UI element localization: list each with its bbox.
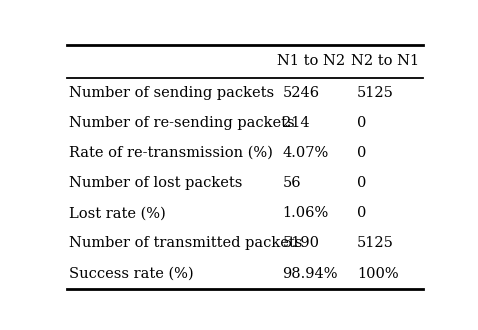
Text: 5190: 5190 bbox=[282, 236, 319, 250]
Text: 214: 214 bbox=[282, 116, 310, 130]
Text: 100%: 100% bbox=[357, 267, 399, 280]
Text: Success rate (%): Success rate (%) bbox=[69, 267, 194, 280]
Text: 56: 56 bbox=[282, 176, 301, 190]
Text: N1 to N2: N1 to N2 bbox=[277, 54, 345, 68]
Text: 5125: 5125 bbox=[357, 86, 394, 100]
Text: Lost rate (%): Lost rate (%) bbox=[69, 206, 166, 220]
Text: 0: 0 bbox=[357, 116, 367, 130]
Text: Number of re-sending packets: Number of re-sending packets bbox=[69, 116, 294, 130]
Text: 0: 0 bbox=[357, 206, 367, 220]
Text: 0: 0 bbox=[357, 146, 367, 160]
Text: N2 to N1: N2 to N1 bbox=[351, 54, 420, 68]
Text: Rate of re-transmission (%): Rate of re-transmission (%) bbox=[69, 146, 273, 160]
Text: 5125: 5125 bbox=[357, 236, 394, 250]
Text: 98.94%: 98.94% bbox=[282, 267, 338, 280]
Text: 1.06%: 1.06% bbox=[282, 206, 329, 220]
Text: 0: 0 bbox=[357, 176, 367, 190]
Text: Number of lost packets: Number of lost packets bbox=[69, 176, 242, 190]
Text: Number of transmitted packets: Number of transmitted packets bbox=[69, 236, 303, 250]
Text: 4.07%: 4.07% bbox=[282, 146, 329, 160]
Text: Number of sending packets: Number of sending packets bbox=[69, 86, 274, 100]
Text: 5246: 5246 bbox=[282, 86, 319, 100]
